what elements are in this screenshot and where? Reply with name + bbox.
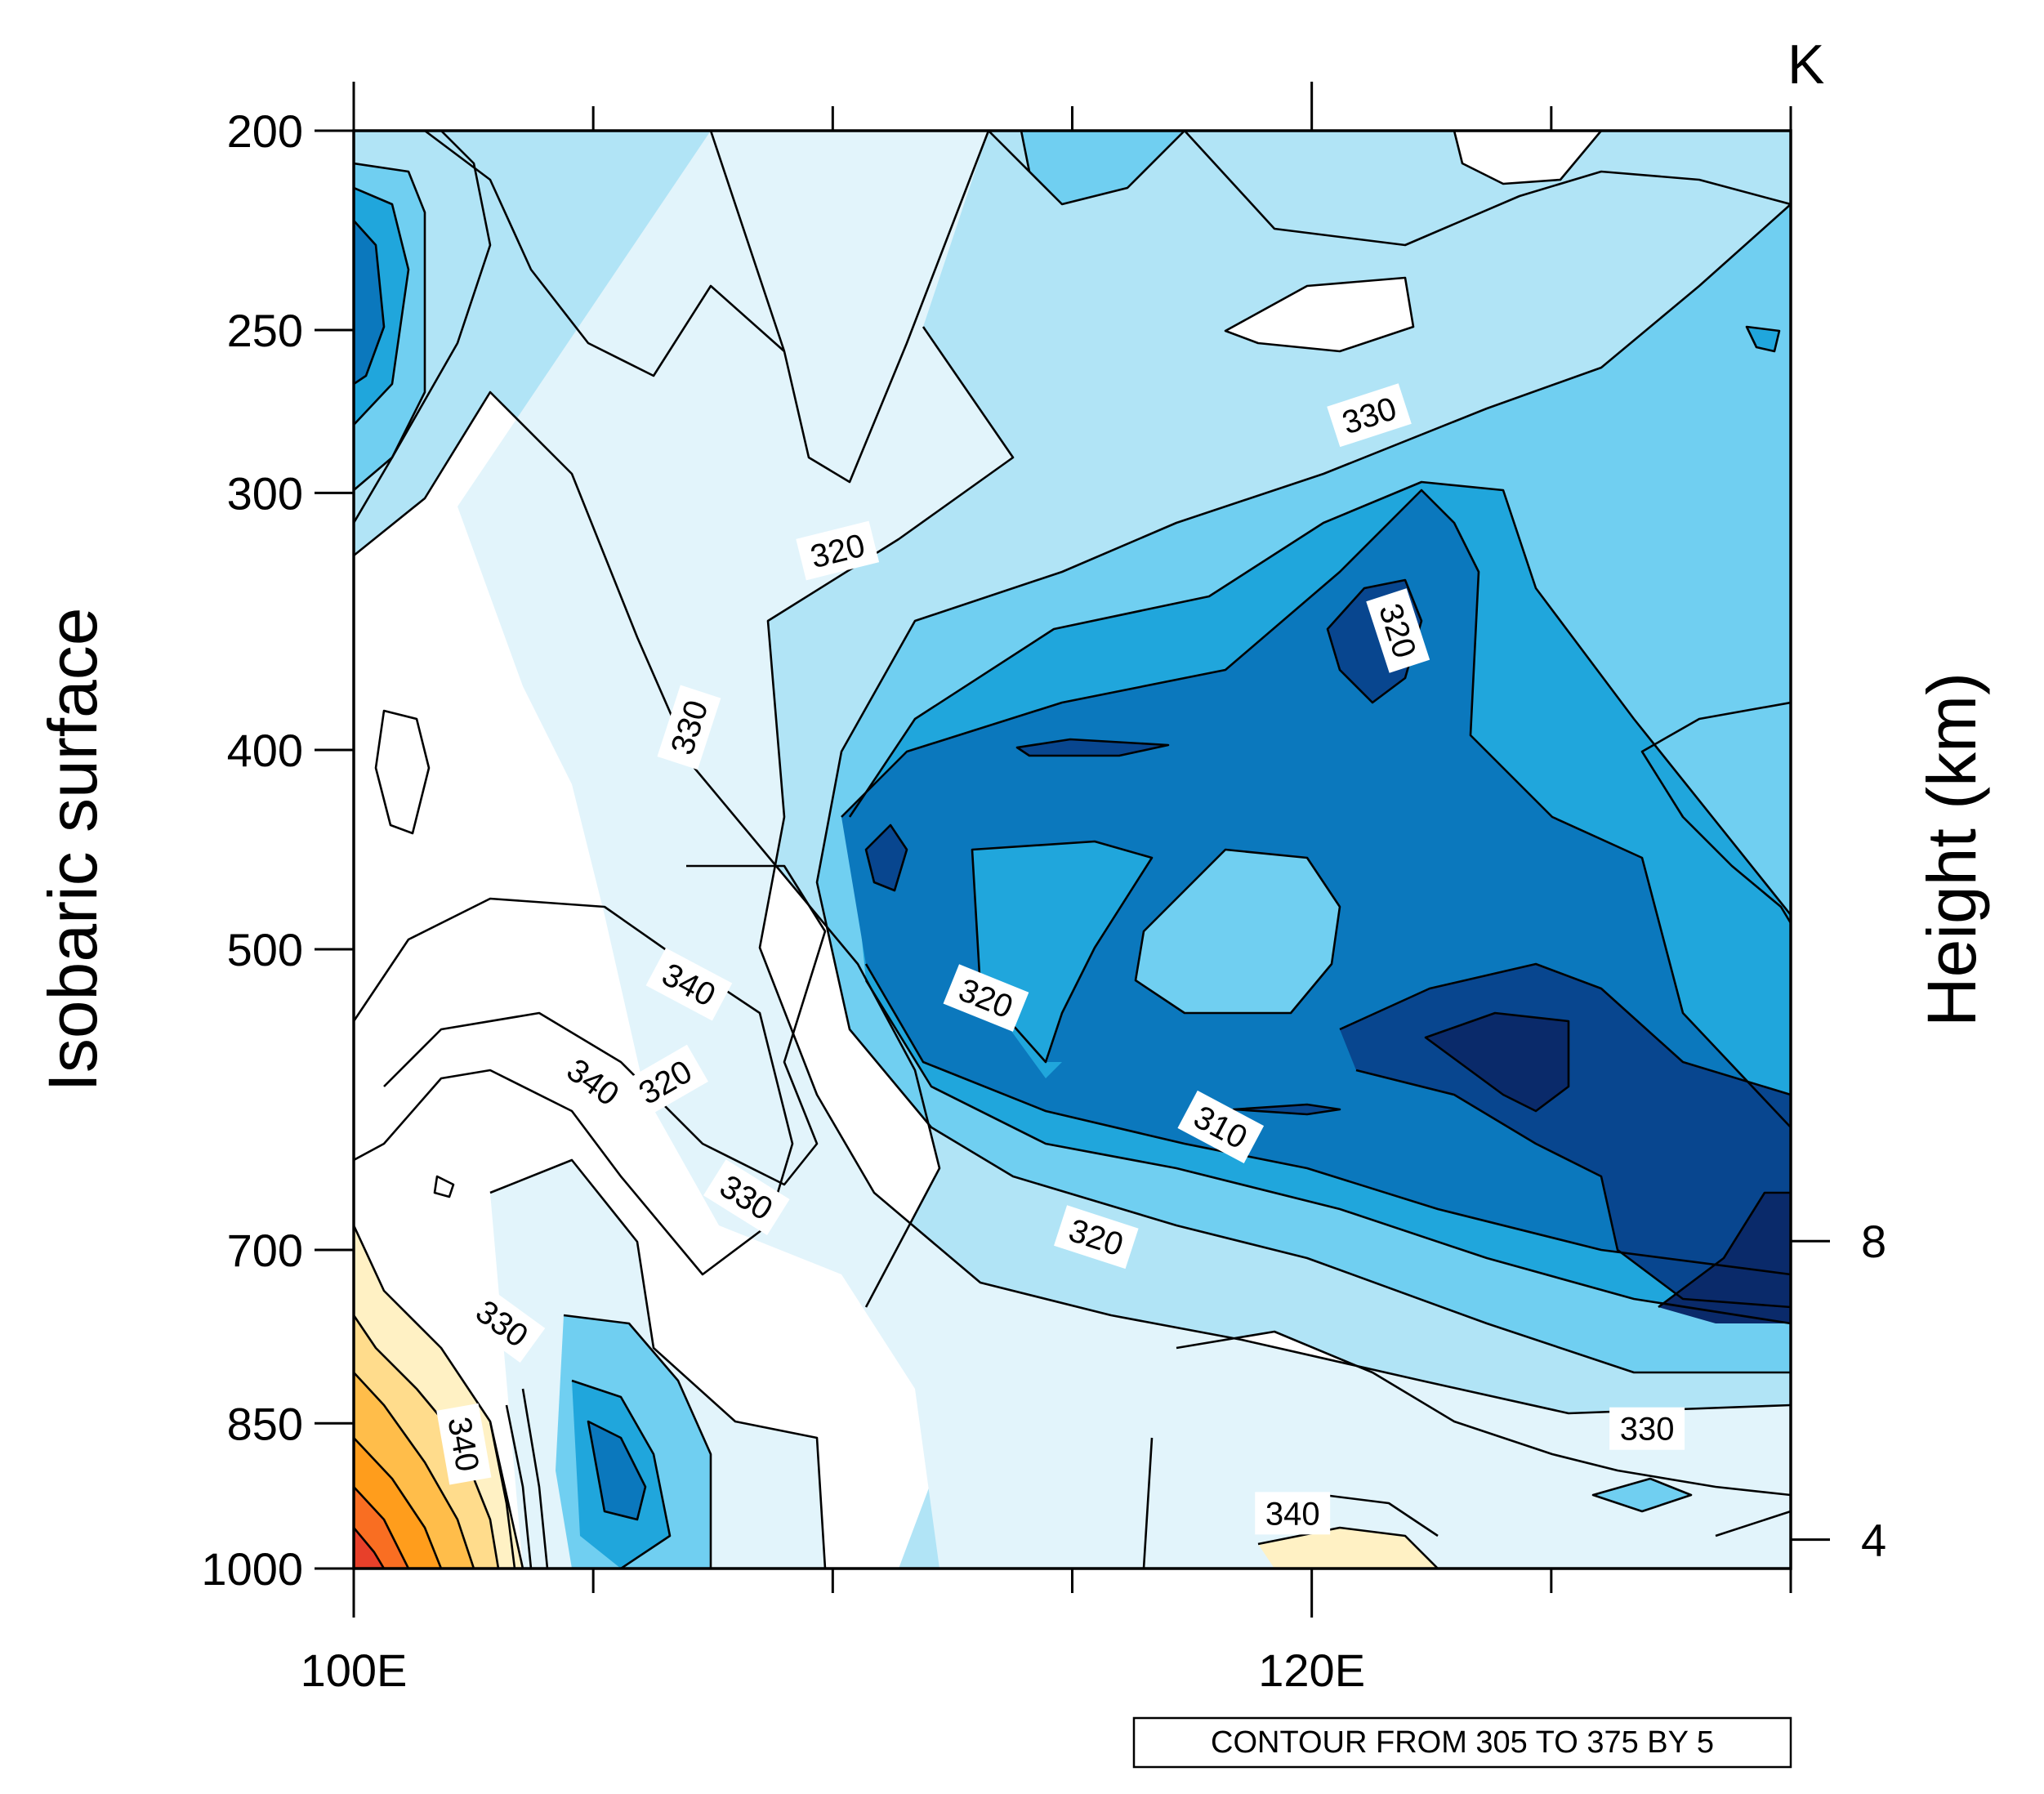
top-axis (352, 82, 1792, 131)
contour-label-box (943, 964, 1029, 1032)
contour-info-text: CONTOUR FROM 305 TO 375 BY 5 (1211, 1725, 1714, 1760)
fill-310-315-thin-streak-2 (1234, 1105, 1340, 1114)
bottom-tick-label: 120E (1258, 1644, 1365, 1696)
contour-label-box (550, 1042, 636, 1122)
left-tick-label: 1000 (201, 1543, 303, 1595)
contour-fill-layer (354, 131, 1791, 1569)
fill-lt310-core (1426, 1013, 1569, 1111)
isoline-325-topright (1745, 325, 1781, 353)
isoline-330-topleft (354, 131, 492, 524)
contour-value-label: 310 (1177, 1090, 1265, 1164)
isoline-320-lower (864, 980, 1791, 1325)
isoline-345-small (374, 709, 455, 1198)
fill-310-315-left-knot (866, 825, 907, 890)
contour-label-box (622, 1044, 708, 1119)
isoline-340-bottom-right (1142, 1330, 1791, 1569)
isoline-325-hole (1134, 848, 1341, 1015)
bottom-axis: 100E 120E (301, 1569, 1792, 1696)
fill-325-330-top-mid (1021, 131, 1185, 204)
isoline-bottom-packed (489, 1388, 549, 1569)
contour-label-text: 340 (1265, 1496, 1320, 1532)
left-tick-label: 850 (227, 1398, 303, 1449)
isoline-310 (1339, 962, 1791, 1309)
contour-label-box (645, 948, 733, 1021)
contour-label-box (703, 1159, 790, 1236)
isoline-330-top-mid (988, 131, 1791, 247)
right-tick-label: 4 (1861, 1515, 1886, 1566)
isoline-330-bottom (489, 1158, 827, 1569)
contour-label-box (1255, 1492, 1331, 1535)
fill-335-340-main (457, 131, 1791, 1569)
left-tick-label: 200 (227, 105, 303, 157)
contour-value-label: 340 (436, 1403, 492, 1485)
contour-value-label: 330 (1609, 1407, 1685, 1450)
contour-label-box (657, 685, 721, 770)
left-tick-label: 400 (227, 725, 303, 776)
left-tick-label: 250 (227, 305, 303, 356)
contour-value-label: 320 (796, 520, 880, 581)
isoline-330-upper (815, 203, 1791, 1374)
contour-value-label: 340 (1255, 1492, 1331, 1535)
bottom-tick-label: 100E (301, 1644, 408, 1696)
isoline-325-bottom (563, 1314, 712, 1569)
fill-340-345-top-right (1225, 278, 1413, 351)
contour-label-box (1366, 588, 1430, 673)
isoline-305 (1424, 1011, 1791, 1309)
left-tick-label: 300 (227, 467, 303, 519)
isoline-335 (758, 326, 1791, 1415)
contour-label-text: 330 (1620, 1412, 1675, 1448)
contour-label-box (1177, 1090, 1265, 1164)
contour-label-box (1327, 383, 1412, 448)
contour-info-frame (1132, 1716, 1792, 1769)
isoline-340-botright-2 (1257, 1477, 1791, 1569)
contour-label-box (459, 1283, 546, 1363)
contour-info-box: CONTOUR FROM 305 TO 375 BY 5 (1132, 1716, 1792, 1769)
right-tick-label: 8 (1861, 1216, 1886, 1267)
y-axis-left-title: Isobaric surface (34, 608, 111, 1092)
isoline-315 (841, 489, 1791, 1128)
isoline-340-inner-2 (383, 864, 827, 1186)
contour-label-box (436, 1403, 492, 1485)
units-label: K (1787, 33, 1824, 96)
fill-340-345-topright-corner (1454, 131, 1601, 184)
contour-label-box (1054, 1205, 1139, 1270)
left-tick-label: 700 (227, 1225, 303, 1276)
fill-345-350-small (1258, 1528, 1438, 1569)
left-tick-label: 500 (227, 924, 303, 975)
fill-320-325-topright-small (1747, 327, 1779, 351)
isoline-340-main (709, 131, 990, 484)
contour-line-layer (354, 131, 1791, 1569)
isoline-320-main (848, 480, 1791, 916)
contour-label-box (1609, 1407, 1685, 1450)
right-axis: 48 (1791, 1216, 1886, 1566)
isoline-325-topleft (354, 162, 426, 491)
isoline-320-bottom (571, 1379, 672, 1569)
left-axis: 1000 850 700 500 400 300 250 200 (201, 105, 354, 1595)
contour-label-box (796, 520, 880, 581)
isoline-335-top (424, 131, 785, 377)
isoline-330-right (1640, 701, 1791, 924)
fill-320-325-hole-middle (1136, 850, 1340, 1013)
isoline-340-top-right (1224, 131, 1602, 353)
y-axis-right-title: Height (km) (1913, 672, 1990, 1027)
